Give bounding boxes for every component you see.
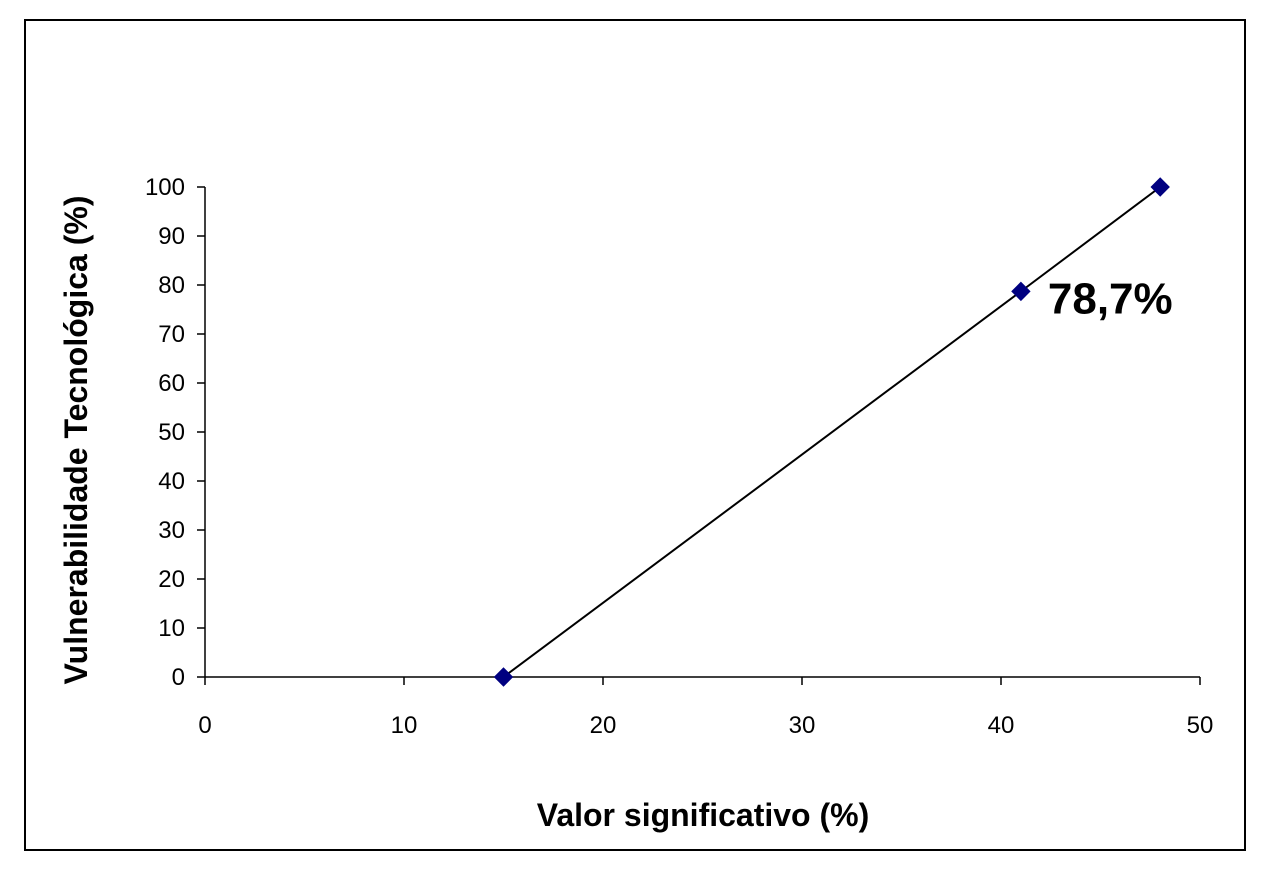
data-label: 78,7% [1048,274,1173,323]
y-tick-label: 40 [158,468,185,495]
x-tick-label: 20 [590,712,617,739]
data-point [1011,281,1031,302]
x-tick-label: 10 [391,712,418,739]
series-line [502,186,1161,678]
y-tick-label: 70 [158,321,185,348]
x-tick-label: 0 [198,712,211,739]
x-ticks: 0 10 20 30 40 50 [198,677,1213,739]
y-tick-label: 100 [145,174,185,201]
y-tick-label: 90 [158,223,185,250]
annotation-layer: 78,7% [1048,274,1173,323]
data-point [1150,177,1170,197]
y-tick-label: 20 [158,566,185,593]
y-ticks: 0 10 20 30 40 50 60 70 80 90 100 [145,174,205,691]
y-tick-label: 0 [172,664,185,691]
series-layer [493,177,1170,687]
y-tick-label: 50 [158,419,185,446]
y-tick-label: 60 [158,370,185,397]
y-tick-label: 10 [158,615,185,642]
axes: 0 10 20 30 40 50 0 10 20 30 40 50 60 70 80 90 100 [145,174,1213,739]
chart-frame [24,19,1246,851]
x-axis-title: Valor significativo (%) [537,797,870,833]
x-tick-label: 50 [1187,712,1214,739]
data-point [493,667,514,687]
x-tick-label: 30 [789,712,816,739]
y-tick-label: 80 [158,272,185,299]
y-axis-title: Vulnerabilidade Tecnológica (%) [58,196,94,685]
y-tick-label: 30 [158,517,185,544]
x-tick-label: 40 [988,712,1015,739]
